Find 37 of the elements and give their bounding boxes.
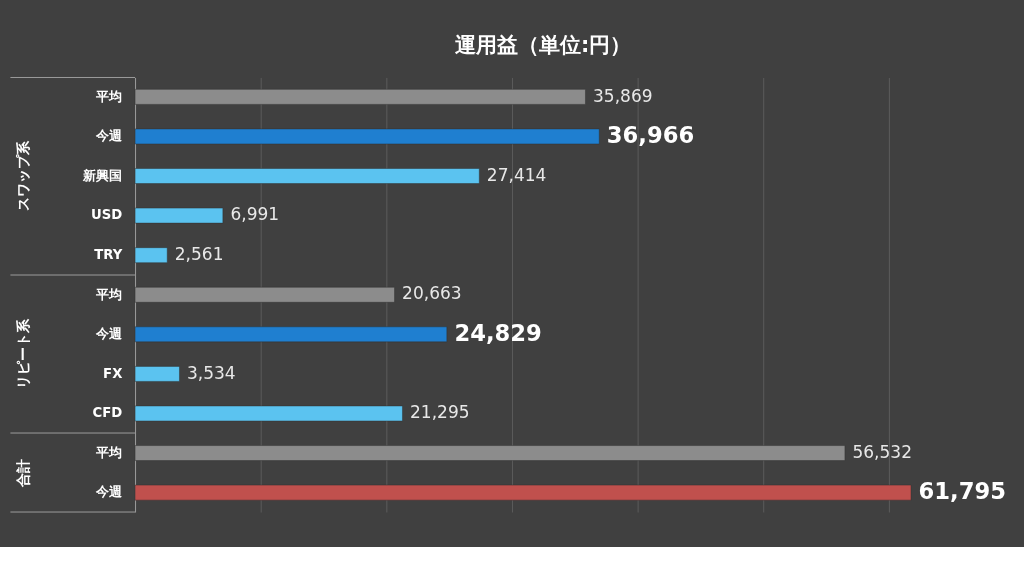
text: リピート系: [15, 318, 32, 390]
bar: [134, 326, 448, 343]
y-tick-label: FX: [103, 365, 123, 381]
data-label: 21,295: [410, 402, 470, 423]
y-tick-label: TRY: [94, 246, 123, 262]
bar: [134, 484, 912, 501]
bar: [134, 405, 403, 422]
y-tick-label: USD: [91, 207, 123, 223]
text: 合計: [15, 458, 32, 488]
chart-title: 運用益（単位:円）: [455, 32, 632, 57]
data-label: 36,966: [606, 122, 695, 149]
data-label: 20,663: [402, 283, 462, 304]
bar: [134, 168, 480, 184]
y-tick-label: 平均: [95, 286, 123, 302]
bar: [134, 247, 168, 263]
data-label: 3,534: [187, 362, 236, 383]
y-tick-label: 新興国: [82, 167, 123, 183]
bar: [134, 366, 180, 382]
data-label: 2,561: [174, 243, 224, 264]
data-label: 27,414: [486, 164, 547, 185]
bar: [134, 207, 224, 224]
y-tick-label: 今週: [95, 128, 124, 144]
bar: [134, 128, 600, 145]
y-tick-label: CFD: [92, 405, 123, 421]
data-label: 6,991: [230, 204, 280, 225]
text: スワップ系: [15, 140, 32, 212]
y-tick-label: 今週: [95, 326, 124, 342]
y-tick-label: 平均: [95, 88, 123, 104]
bar: [134, 445, 846, 461]
bar: [134, 287, 395, 303]
data-label: 56,532: [852, 441, 912, 462]
y-tick-label: 平均: [95, 444, 123, 460]
y-tick-label: 今週: [95, 484, 124, 500]
bar: [134, 89, 586, 105]
data-label: 24,829: [454, 319, 542, 346]
data-label: 61,795: [918, 478, 1007, 505]
data-label: 35,869: [593, 85, 653, 106]
